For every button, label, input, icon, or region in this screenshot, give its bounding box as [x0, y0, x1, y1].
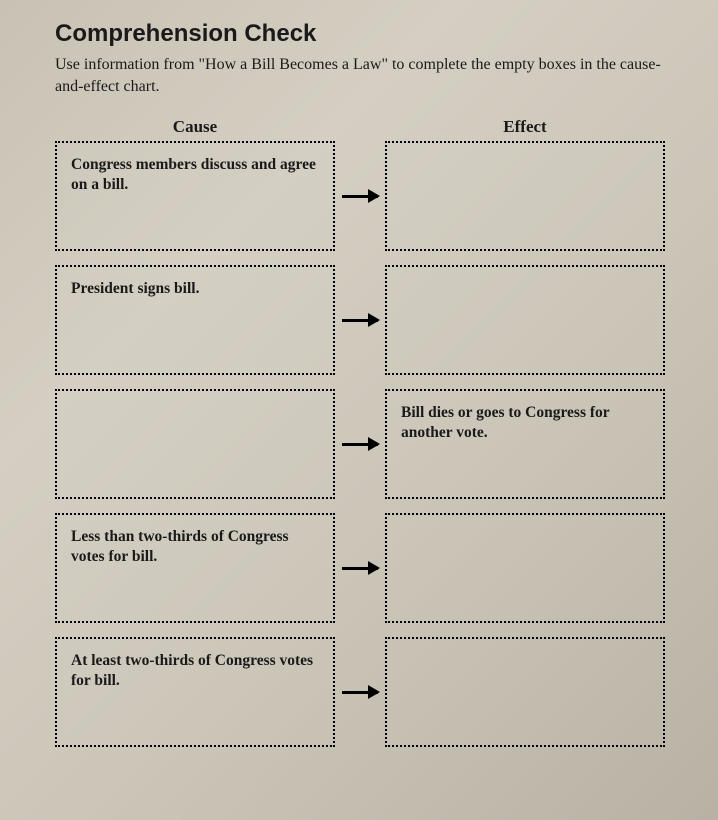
effect-box: [385, 637, 665, 747]
cause-box: [55, 389, 335, 499]
chart-row: At least two-thirds of Congress votes fo…: [55, 637, 678, 747]
chart-row: Less than two-thirds of Congress votes f…: [55, 513, 678, 623]
effect-box: [385, 141, 665, 251]
column-headers: Cause Effect: [55, 117, 678, 137]
cause-box: Congress members discuss and agree on a …: [55, 141, 335, 251]
instructions-text: Use information from "How a Bill Becomes…: [55, 54, 678, 97]
chart-row: Bill dies or goes to Congress for anothe…: [55, 389, 678, 499]
cause-box: Less than two-thirds of Congress votes f…: [55, 513, 335, 623]
header-effect: Effect: [385, 117, 665, 137]
cause-effect-chart: Cause Effect Congress members discuss an…: [55, 117, 678, 747]
effect-box: [385, 513, 665, 623]
chart-row: Congress members discuss and agree on a …: [55, 141, 678, 251]
arrow-icon: [342, 195, 378, 198]
arrow-icon: [342, 443, 378, 446]
effect-box: Bill dies or goes to Congress for anothe…: [385, 389, 665, 499]
page-title: Comprehension Check: [55, 20, 678, 48]
arrow-icon: [342, 567, 378, 570]
arrow-icon: [342, 691, 378, 694]
effect-box: [385, 265, 665, 375]
arrow-icon: [342, 319, 378, 322]
chart-row: President signs bill.: [55, 265, 678, 375]
cause-box: President signs bill.: [55, 265, 335, 375]
header-cause: Cause: [55, 117, 335, 137]
cause-box: At least two-thirds of Congress votes fo…: [55, 637, 335, 747]
